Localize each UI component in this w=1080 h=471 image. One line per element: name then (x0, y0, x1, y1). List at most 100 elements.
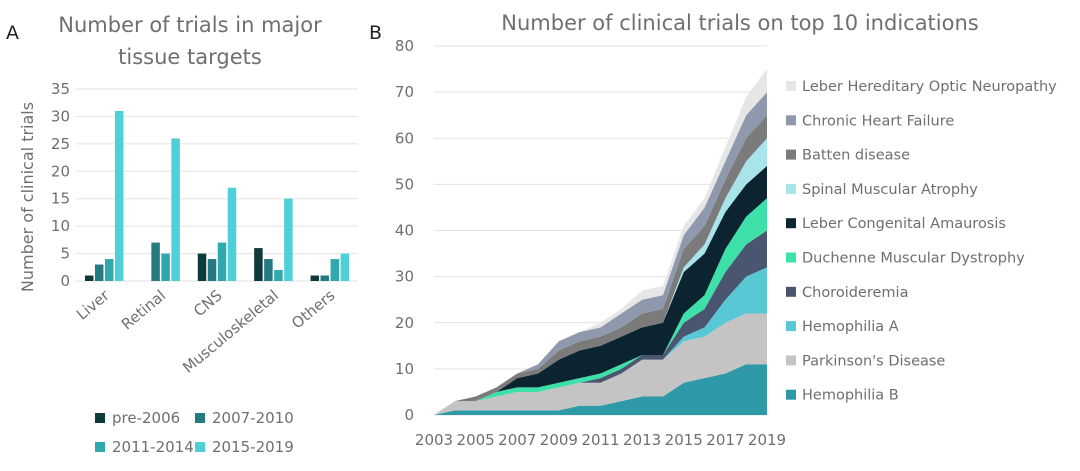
panel-a-bars (84, 110, 350, 281)
panel-b-x-tick-label: 2013 (623, 431, 661, 449)
area-duchenne-muscular-dystrophy (434, 198, 767, 415)
legend-label: Parkinson's Disease (802, 353, 945, 369)
legend-label: Leber Hereditary Optic Neuropathy (802, 79, 1057, 95)
panel-a-legend-item: pre-2006 (95, 409, 180, 427)
legend-swatch (786, 389, 796, 400)
panel-b-legend-item: Chronic Heart Failure (786, 113, 954, 129)
legend-label: Hemophilia A (802, 319, 899, 335)
bar-musculoskeletal-2015-2019 (284, 198, 293, 281)
bar-liver-2007-2010 (94, 264, 104, 281)
panel-b-x-tick-label: 2005 (457, 431, 495, 449)
panel-b-y-tick-label: 40 (395, 222, 414, 240)
bar-liver-2015-2019 (114, 110, 124, 281)
panel-a-y-tick-label: 0 (60, 272, 70, 290)
bar-musculoskeletal-2007-2010 (264, 259, 273, 281)
panel-b-letter: B (369, 22, 382, 44)
bar-cns-pre-2006 (197, 253, 207, 281)
panel-b-x-ticks: 2003 2005 2007 2009 2011 2013 2015 2017 2019 (415, 431, 786, 449)
legend-swatch (786, 252, 796, 263)
panel-b: B Number of clinical trials on top 10 in… (369, 11, 1057, 449)
bar-others-2015-2019 (340, 253, 350, 281)
bar-liver-pre-2006 (84, 275, 94, 281)
panel-b-legend-item: Leber Congenital Amaurosis (786, 216, 1006, 232)
panel-b-y-tick-label: 30 (395, 268, 414, 286)
bar-others-2011-2014 (330, 259, 340, 281)
panel-b-legend-item: Parkinson's Disease (786, 353, 945, 369)
panel-a-y-tick-label: 5 (60, 245, 70, 263)
panel-a-title-line-2: tissue targets (118, 45, 262, 69)
legend-swatch (786, 286, 796, 297)
legend-label: Choroideremia (802, 285, 908, 301)
bar-musculoskeletal-2011-2014 (274, 270, 283, 281)
area-leber-congenital-amaurosis (434, 165, 767, 415)
bar-retinal-2015-2019 (171, 138, 180, 281)
legend-swatch (95, 442, 105, 452)
bar-cns-2011-2014 (217, 242, 227, 281)
panel-b-y-tick-label: 10 (395, 360, 414, 378)
panel-b-legend-item: Spinal Muscular Atrophy (786, 182, 978, 198)
legend-label: 2015-2019 (212, 438, 294, 456)
panel-a-y-axis-label: Number of clinical trials (18, 102, 37, 292)
panel-b-title: Number of clinical trials on top 10 indi… (501, 11, 978, 35)
panel-a-x-tick-label: Retinal (118, 286, 169, 333)
bar-others-2007-2010 (320, 275, 330, 281)
legend-label: Chronic Heart Failure (802, 113, 954, 129)
panel-b-legend-item: Choroideremia (786, 285, 908, 301)
panel-a-legend-item: 2015-2019 (195, 438, 294, 456)
panel-b-y-tick-label: 50 (395, 175, 414, 193)
panel-b-legend-item: Duchenne Muscular Dystrophy (786, 251, 1025, 267)
legend-swatch (786, 115, 796, 126)
panel-a-y-tick-label: 15 (51, 190, 70, 208)
panel-b-legend: Hemophilia B Parkinson's Disease Hemophili… (786, 79, 1057, 404)
panel-b-x-tick-label: 2019 (748, 431, 786, 449)
panel-b-areas (434, 69, 767, 415)
bar-others-pre-2006 (310, 275, 320, 281)
bar-liver-2011-2014 (104, 259, 114, 281)
panel-b-legend-item: Batten disease (786, 148, 910, 164)
legend-label: Spinal Muscular Atrophy (802, 182, 978, 198)
panel-b-x-tick-label: 2009 (540, 431, 578, 449)
legend-label: Duchenne Muscular Dystrophy (802, 251, 1025, 267)
panel-b-legend-item: Hemophilia B (786, 388, 899, 404)
legend-label: Batten disease (802, 148, 910, 164)
panel-b-y-tick-label: 70 (395, 83, 414, 101)
panel-a-y-tick-label: 20 (51, 162, 70, 180)
panel-b-x-tick-label: 2011 (581, 431, 619, 449)
bar-retinal-2011-2014 (161, 253, 170, 281)
panel-a-legend: pre-2006 2007-2010 2011-2014 2015-2019 (95, 409, 294, 456)
panel-a-x-tick-label: Liver (73, 286, 113, 324)
bar-cns-2015-2019 (227, 187, 237, 281)
panel-a-y-tick-label: 30 (51, 107, 70, 125)
panel-b-x-tick-label: 2015 (665, 431, 703, 449)
area-hemophilia-b (434, 364, 767, 415)
panel-b-y-tick-label: 60 (395, 129, 414, 147)
legend-label: Leber Congenital Amaurosis (802, 216, 1006, 232)
legend-swatch (786, 321, 796, 332)
panel-a-legend-item: 2007-2010 (195, 409, 294, 427)
panel-a-y-tick-label: 25 (51, 135, 70, 153)
legend-swatch (786, 218, 796, 229)
panel-a-y-tick-label: 35 (51, 80, 70, 98)
panel-a-x-tick-label: Musculoskeletal (179, 286, 282, 376)
panel-b-y-ticks: 0 10 20 30 40 50 60 70 80 (395, 37, 414, 424)
panel-b-y-tick-label: 0 (404, 406, 414, 424)
legend-label: 2007-2010 (212, 409, 294, 427)
legend-swatch (95, 413, 105, 423)
legend-swatch (786, 183, 796, 194)
panel-a-title-line-1: Number of trials in major (58, 13, 322, 37)
legend-swatch (195, 413, 205, 423)
legend-label: 2011-2014 (112, 438, 194, 456)
panel-b-x-tick-label: 2007 (498, 431, 536, 449)
panel-a-letter: A (6, 22, 19, 44)
panel-a-legend-item: 2011-2014 (95, 438, 194, 456)
legend-label: pre-2006 (112, 409, 180, 427)
panel-b-legend-item: Hemophilia A (786, 319, 899, 335)
panel-b-x-tick-label: 2003 (415, 431, 453, 449)
panel-a-x-tick-label: CNS (190, 286, 225, 320)
legend-swatch (786, 81, 796, 91)
bar-cns-2007-2010 (207, 259, 217, 281)
panel-a: A Number of trials in major tissue targe… (6, 13, 358, 456)
